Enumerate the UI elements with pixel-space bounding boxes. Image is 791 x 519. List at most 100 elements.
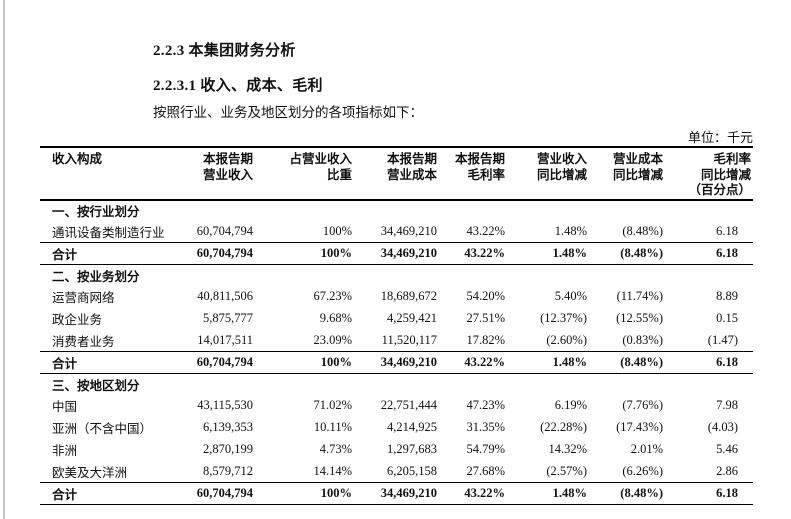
cell-value: (12.55%): [616, 311, 663, 325]
cell-value: (8.48%): [587, 482, 663, 505]
cell-value: (1.47): [707, 332, 738, 347]
cell-value: 1.48%: [505, 351, 587, 374]
column-header-line: 本报告期: [386, 152, 437, 166]
cell-value: 9.68%: [319, 311, 352, 325]
cell-value: 2.01%: [630, 442, 663, 456]
table-header: 收入构成 本报告期 营业收入 占营业收入 比重 本报告期 营业成本 本报告期 毛利率 营业收入 同比…: [40, 146, 753, 201]
section-title-row: 二、按业务划分: [40, 265, 753, 286]
row-label: 消费者业务: [52, 334, 115, 349]
column-header-line: 营业成本: [612, 152, 663, 166]
cell-value: 60,704,794: [163, 242, 253, 265]
unit-label: 单位：千元: [687, 130, 753, 145]
cell-value: (8.48%): [587, 351, 663, 374]
column-header: 本报告期 毛利率: [437, 146, 505, 201]
cell-value: 4.73%: [319, 442, 352, 456]
section-title-row: 三、按地区划分: [40, 374, 753, 395]
cell-value: 1.48%: [505, 242, 587, 265]
cell-value: 1,297,683: [387, 442, 437, 456]
cell-value: 4,214,925: [387, 420, 437, 434]
header-row: 收入构成 本报告期 营业收入 占营业收入 比重 本报告期 营业成本 本报告期 毛利率 营业收入 同比…: [40, 146, 753, 201]
cell-value: 4,259,421: [387, 311, 437, 325]
cell-value: (12.37%): [540, 311, 587, 325]
cell-value: 54.79%: [466, 442, 505, 456]
cell-value: 23.09%: [313, 332, 352, 347]
row-label: 中国: [52, 400, 78, 414]
cell-value: 27.51%: [466, 311, 505, 325]
table-row: 亚洲（不含中国） 6,139,353 10.11% 4,214,925 31.35% (2…: [40, 417, 753, 439]
cell-value: 11,520,117: [381, 332, 437, 347]
column-header-line: 本报告期: [202, 152, 253, 166]
column-header-line: 营业收入: [536, 152, 587, 166]
cell-value: 34,469,210: [352, 482, 437, 505]
cell-value: 10.11%: [313, 420, 352, 434]
cell-value: 5.46: [716, 442, 738, 456]
cell-value: 6.18: [663, 242, 753, 265]
cell-value: (22.28%): [540, 420, 587, 434]
column-header-line: 毛利率: [713, 152, 751, 166]
column-header-line: 营业成本: [386, 167, 437, 182]
cell-value: 6.18: [663, 482, 753, 505]
cell-value: 31.35%: [466, 420, 505, 434]
column-header-line: 同比增减: [536, 167, 587, 182]
cell-value: 2.86: [716, 463, 738, 478]
total-row: 合计 60,704,794 100% 34,469,210 43.22% 1.48% (8.…: [40, 482, 753, 505]
column-header: 毛利率 同比增减 （百分点）: [663, 146, 753, 201]
column-header: 收入构成: [40, 146, 163, 201]
cell-value: 34,469,210: [352, 242, 437, 265]
section-title: 三、按地区划分: [52, 378, 140, 393]
cell-value: 100%: [253, 351, 352, 374]
column-header-line: （百分点）: [688, 183, 751, 197]
cell-value: 18,689,672: [380, 289, 437, 303]
cell-value: 6,205,158: [387, 463, 437, 478]
column-header: 营业成本 同比增减: [587, 146, 663, 201]
cell-value: 27.68%: [466, 463, 505, 478]
column-header-line: 营业收入: [202, 167, 253, 182]
cell-value: 14.14%: [313, 463, 352, 478]
subsection-heading: 2.2.3.1 收入、成本、毛利: [153, 78, 323, 94]
cell-value: 54.20%: [466, 289, 505, 303]
cell-value: 47.23%: [466, 398, 505, 412]
table-row: 运营商网络 40,811,506 67.23% 18,689,672 54.20% 5.4…: [40, 286, 753, 308]
table-row: 欧美及大洋洲 8,579,712 14.14% 6,205,158 27.68% (2.5…: [40, 461, 753, 483]
cell-value: 14.32%: [548, 442, 587, 456]
financial-table: 收入构成 本报告期 营业收入 占营业收入 比重 本报告期 营业成本 本报告期 毛利率 营业收入 同比…: [40, 146, 753, 505]
total-row: 合计 60,704,794 100% 34,469,210 43.22% 1.48% (8.…: [40, 242, 753, 265]
cell-value: 100%: [322, 223, 352, 238]
table-row: 政企业务 5,875,777 9.68% 4,259,421 27.51% (12.37%…: [40, 308, 753, 330]
cell-value: (8.48%): [587, 242, 663, 265]
cell-value: 60,704,794: [163, 351, 253, 374]
cell-value: 2,870,199: [203, 442, 253, 456]
table-row: 消费者业务 14,017,511 23.09% 11,520,117 17.82% (2.…: [40, 330, 753, 352]
cell-value: 71.02%: [313, 398, 352, 412]
cell-value: (2.60%): [546, 332, 587, 347]
column-header: 占营业收入 比重: [253, 146, 352, 201]
cell-value: 43.22%: [437, 482, 505, 505]
column-header-line: 本报告期: [454, 152, 505, 166]
cell-value: 8,579,712: [203, 463, 253, 478]
cell-value: 1.48%: [554, 223, 587, 238]
column-header-line: 占营业收入: [289, 152, 352, 166]
section-heading: 2.2.3 本集团财务分析: [153, 43, 296, 59]
cell-value: 0.15: [716, 311, 738, 325]
cell-value: (0.83%): [622, 332, 663, 347]
column-header-line: 同比增减: [700, 167, 751, 182]
page-edge-line: [3, 0, 5, 519]
cell-value: 5,875,777: [203, 311, 253, 325]
column-header-line: 收入构成: [52, 152, 103, 166]
cell-value: (7.76%): [622, 398, 663, 412]
cell-value: 22,751,444: [380, 398, 437, 412]
cell-value: 6,139,353: [203, 420, 253, 434]
column-header-line: 毛利率: [467, 167, 505, 182]
table-row: 中国 43,115,530 71.02% 22,751,444 47.23% 6.19% (…: [40, 395, 753, 417]
row-label: 合计: [40, 482, 163, 505]
cell-value: 5.40%: [554, 289, 587, 303]
cell-value: 1.48%: [505, 482, 587, 505]
cell-value: 7.98: [716, 398, 738, 412]
section-title: 二、按业务划分: [52, 269, 140, 284]
row-label: 欧美及大洋洲: [52, 465, 128, 480]
cell-value: 43.22%: [466, 223, 505, 238]
cell-value: 34,469,210: [380, 223, 437, 238]
cell-value: (2.57%): [546, 463, 587, 478]
row-label: 运营商网络: [52, 291, 115, 305]
cell-value: 100%: [253, 242, 352, 265]
